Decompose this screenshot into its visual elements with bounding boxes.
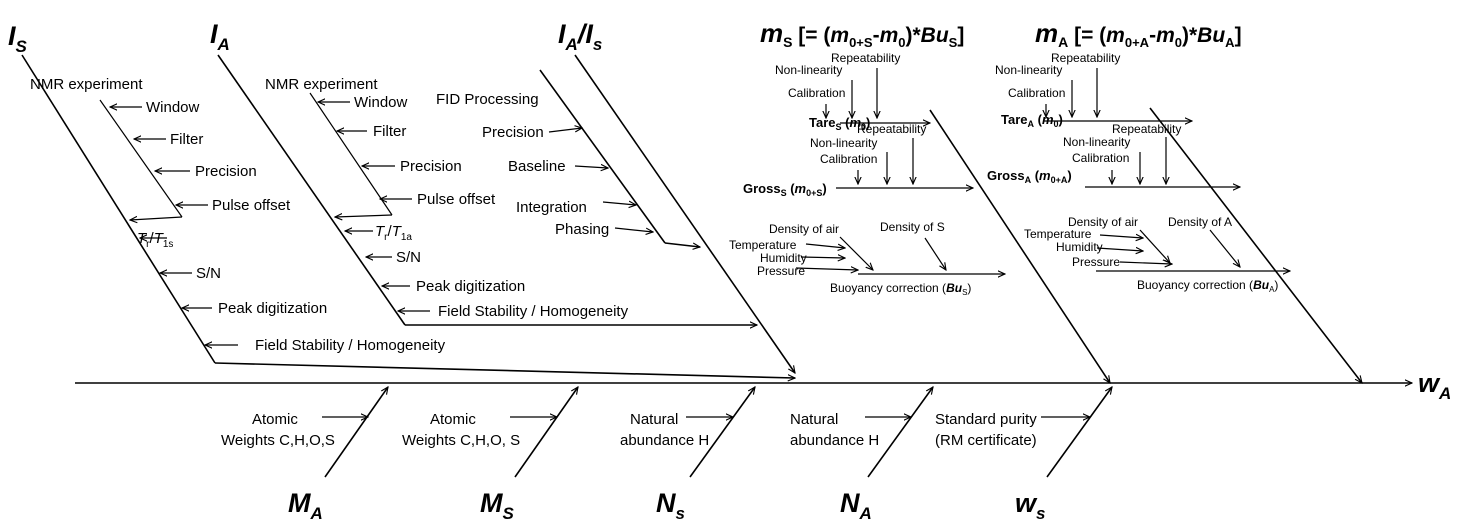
svg-text:Humidity: Humidity	[1056, 240, 1103, 254]
svg-text:Density of air: Density of air	[769, 222, 839, 236]
fid-processing-group: FID Processing Precision Baseline Integr…	[436, 91, 653, 238]
IA-nmr-header: NMR experiment	[265, 76, 378, 93]
svg-text:Precision: Precision	[482, 124, 544, 141]
svg-text:TareA (m0): TareA (m0)	[1001, 112, 1063, 129]
IA-title: IA	[210, 19, 230, 54]
svg-text:Atomic: Atomic	[252, 411, 298, 428]
svg-text:Density of air: Density of air	[1068, 215, 1138, 229]
svg-text:Baseline: Baseline	[508, 158, 566, 175]
svg-text:Pulse offset: Pulse offset	[417, 191, 496, 208]
IS-nmr-header: NMR experiment	[30, 76, 143, 93]
svg-text:Buoyancy correction (BuA): Buoyancy correction (BuA)	[1137, 278, 1278, 294]
svg-text:abundance H: abundance H	[620, 432, 709, 449]
svg-text:Pressure: Pressure	[1072, 255, 1120, 269]
svg-text:Calibration: Calibration	[1008, 86, 1065, 100]
branch-mA	[1149, 107, 1362, 383]
svg-text:Repeatability: Repeatability	[1112, 122, 1181, 136]
svg-text:Humidity: Humidity	[760, 251, 807, 265]
svg-text:Repeatability: Repeatability	[857, 122, 926, 136]
branch-IAIS	[574, 54, 795, 373]
svg-text:Field Stability / Homogeneity: Field Stability / Homogeneity	[255, 337, 446, 354]
IA-nmr-group: NMR experiment Window Filter Precision P…	[265, 76, 629, 320]
IAIS-title: IA/Is	[558, 19, 602, 54]
svg-text:Natural: Natural	[630, 411, 678, 428]
svg-text:Pressure: Pressure	[757, 264, 805, 278]
svg-text:Integration: Integration	[516, 199, 587, 216]
svg-text:Calibration: Calibration	[1072, 151, 1129, 165]
svg-text:Natural: Natural	[790, 411, 838, 428]
mS-title: mS [= (m0+S-m0)*BuS]	[760, 18, 964, 50]
fid-header: FID Processing	[436, 91, 539, 108]
svg-text:GrossA (m0+A): GrossA (m0+A)	[987, 168, 1072, 185]
svg-text:Density of S: Density of S	[880, 220, 945, 234]
svg-text:Peak digitization: Peak digitization	[416, 278, 525, 295]
branch-IAIS-inner	[539, 69, 666, 244]
svg-text:Tr/T1a: Tr/T1a	[375, 223, 412, 243]
svg-text:abundance H: abundance H	[790, 432, 879, 449]
svg-text:Window: Window	[354, 94, 408, 111]
MS-label: MS	[480, 488, 515, 523]
mS-group: TareS (m0) Repeatability Non-linearity C…	[729, 51, 1005, 297]
svg-text:Peak digitization: Peak digitization	[218, 300, 327, 317]
svg-text:Non-linearity: Non-linearity	[810, 136, 877, 150]
svg-text:Window: Window	[146, 99, 200, 116]
mA-group: TareA (m0) Repeatability Non-linearity C…	[987, 51, 1290, 294]
svg-text:Calibration: Calibration	[788, 86, 845, 100]
svg-text:Filter: Filter	[373, 123, 406, 140]
svg-text:Temperature: Temperature	[729, 238, 797, 252]
mA-title: mA [= (m0+A-m0)*BuA]	[1035, 18, 1242, 50]
NA-label: NA	[840, 488, 872, 523]
svg-text:Filter: Filter	[170, 131, 203, 148]
bottom-branches: Atomic Weights C,H,O,S Atomic Weights C,…	[221, 387, 1112, 523]
svg-text:GrossS (m0+S): GrossS (m0+S)	[743, 181, 827, 198]
svg-text:Temperature: Temperature	[1024, 227, 1092, 241]
svg-text:Calibration: Calibration	[820, 152, 877, 166]
branch-IAIS-inner-tail	[664, 242, 700, 247]
svg-text:Standard purity: Standard purity	[935, 411, 1037, 428]
svg-text:Field Stability / Homogeneity: Field Stability / Homogeneity	[438, 303, 629, 320]
branch-mS	[929, 109, 1110, 383]
wS-label: ws	[1015, 488, 1045, 523]
svg-text:Non-linearity: Non-linearity	[775, 63, 842, 77]
IS-nmr-group: NMR experiment Window Filter Precision P…	[30, 76, 446, 354]
svg-text:Non-linearity: Non-linearity	[995, 63, 1062, 77]
svg-text:Buoyancy correction (BuS): Buoyancy correction (BuS)	[830, 281, 971, 297]
result-label: wA	[1418, 368, 1451, 403]
MA-label: MA	[288, 488, 323, 523]
svg-text:S/N: S/N	[396, 249, 421, 266]
svg-text:Weights C,H,O,S: Weights C,H,O,S	[221, 432, 335, 449]
svg-text:Pulse offset: Pulse offset	[212, 197, 291, 214]
svg-text:Precision: Precision	[400, 158, 462, 175]
svg-text:Weights C,H,O, S: Weights C,H,O, S	[402, 432, 520, 449]
svg-text:S/N: S/N	[196, 265, 221, 282]
NS-label: Ns	[656, 488, 685, 523]
svg-text:(RM certificate): (RM certificate)	[935, 432, 1037, 449]
branch-IA	[217, 54, 406, 326]
svg-text:Phasing: Phasing	[555, 221, 609, 238]
svg-text:Atomic: Atomic	[430, 411, 476, 428]
svg-text:Repeatability: Repeatability	[1051, 51, 1120, 65]
svg-text:Tr/T1s: Tr/T1s	[137, 230, 173, 250]
branch-IS-tail	[214, 362, 795, 378]
svg-text:Non-linearity: Non-linearity	[1063, 135, 1130, 149]
IS-title: IS	[8, 21, 28, 56]
svg-text:Density of A: Density of A	[1168, 215, 1232, 229]
svg-text:Precision: Precision	[195, 163, 257, 180]
svg-text:Repeatability: Repeatability	[831, 51, 900, 65]
